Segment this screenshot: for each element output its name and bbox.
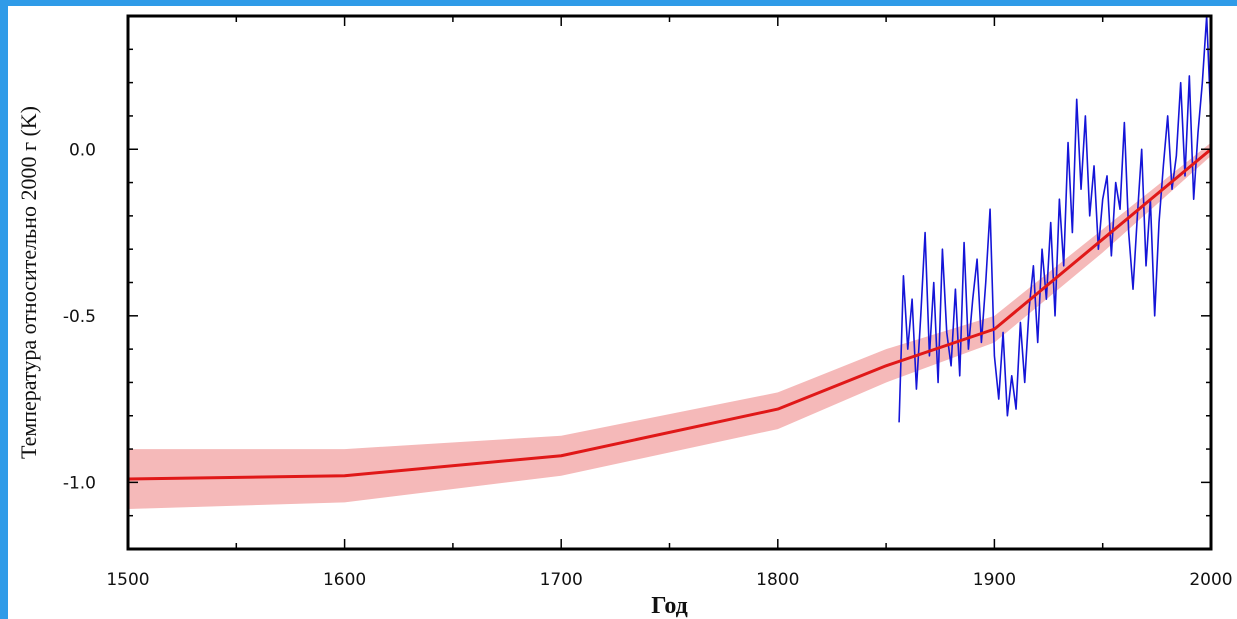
chart-frame: 1500 1600 1700 1800 1900 2000 -1.0 -0.5 0.0 Год … bbox=[8, 6, 1237, 619]
uncertainty-band bbox=[128, 142, 1211, 510]
x-tick-label: 1800 bbox=[756, 570, 799, 590]
tick-labels-layer: 1500 1600 1700 1800 1900 2000 -1.0 -0.5 0.0 bbox=[63, 140, 1233, 590]
temperature-chart: 1500 1600 1700 1800 1900 2000-1.0-0.50.0 Год … bbox=[16, 14, 1233, 619]
x-axis-title: Год bbox=[651, 593, 688, 619]
x-tick-label: 2000 bbox=[1189, 570, 1232, 590]
trend-temperature-line bbox=[127, 148, 1212, 481]
x-tick-label: 1500 bbox=[106, 570, 149, 590]
y-tick-label: -1.0 bbox=[63, 473, 96, 493]
axes-layer bbox=[126, 14, 1213, 551]
y-tick-label: 0.0 bbox=[69, 140, 96, 160]
y-axis-title: Температура относительно 2000 г (K) bbox=[16, 106, 41, 459]
trend-line-layer bbox=[127, 148, 1212, 481]
instrumental-temperature-line bbox=[898, 15, 1212, 423]
x-tick-label: 1600 bbox=[323, 570, 366, 590]
instrumental-series-layer bbox=[898, 15, 1212, 423]
uncertainty-band-layer bbox=[128, 142, 1211, 510]
x-tick-label: 1900 bbox=[973, 570, 1016, 590]
x-tick-label: 1700 bbox=[540, 570, 583, 590]
y-tick-label: -0.5 bbox=[63, 307, 96, 327]
